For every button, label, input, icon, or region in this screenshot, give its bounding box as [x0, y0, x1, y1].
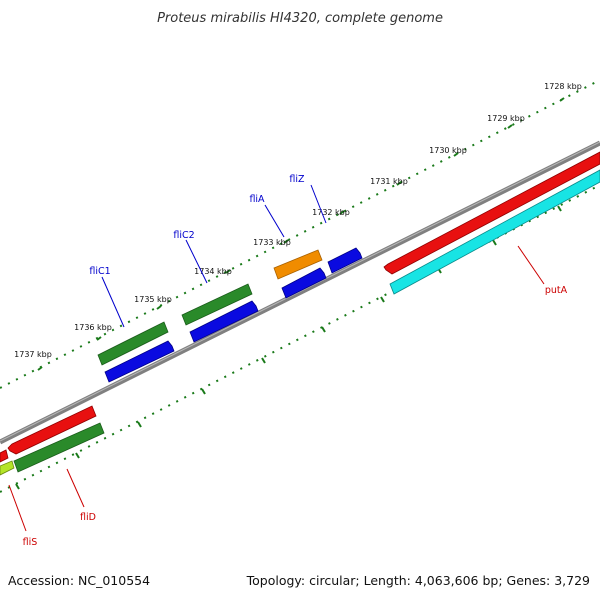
genome-backbone-highlight [0, 141, 600, 442]
outer-major-ticks [37, 97, 565, 371]
label-putA: putA [545, 285, 568, 296]
tick-label: 1734 kbp [194, 267, 232, 276]
label-fliS: fliS [23, 537, 38, 548]
tick-1737 [37, 366, 43, 371]
gene-fliA[interactable] [273, 249, 323, 280]
gene-blue-2[interactable] [189, 300, 259, 343]
gene-blue-4[interactable] [327, 247, 363, 274]
gene-blue-1[interactable] [104, 340, 175, 383]
gene-red-edge[interactable] [0, 449, 9, 463]
leader-line [101, 276, 125, 328]
gene-fliS[interactable] [0, 460, 15, 476]
accession-text: Accession: NC_010554 [8, 573, 150, 588]
inner-tick [492, 239, 497, 246]
tick-1734 [225, 269, 231, 274]
forward-gene-row-outer [97, 249, 323, 366]
tick-1728 [559, 97, 565, 102]
inner-major-ticks [15, 205, 562, 490]
gene-fliC1[interactable] [97, 321, 169, 366]
tick-label: 1737 kbp [14, 350, 52, 359]
leader-line [264, 204, 285, 238]
tick-label: 1735 kbp [134, 295, 172, 304]
tick-label: 1731 kbp [370, 177, 408, 186]
leader-line [66, 468, 85, 508]
leader-line [8, 484, 27, 532]
label-fliC2: fliC2 [173, 230, 194, 241]
tick-1735 [156, 305, 162, 310]
inner-tick-track [0, 184, 600, 493]
gene-fliC2[interactable] [181, 283, 253, 326]
inner-tick [380, 296, 385, 303]
genome-backbone [0, 140, 600, 445]
gene-cyan[interactable] [389, 169, 600, 295]
reverse-gene-row-outer [0, 151, 600, 463]
leader-line [517, 245, 545, 285]
inner-tick [137, 421, 142, 428]
label-fliZ: fliZ [289, 174, 305, 185]
outer-tick-track [0, 79, 600, 389]
label-fliC1: fliC1 [89, 266, 110, 277]
tick-1736 [96, 336, 102, 341]
genome-summary-text: Topology: circular; Length: 4,063,606 bp… [246, 573, 590, 588]
inner-tick [557, 205, 562, 212]
leader-line [310, 184, 327, 224]
tick-1733 [283, 239, 289, 244]
tick-1730 [453, 152, 459, 157]
tick-1731 [396, 181, 402, 186]
tick-label: 1729 kbp [487, 114, 525, 123]
gene-fliD[interactable] [13, 422, 105, 473]
map-title: Proteus mirabilis HI4320, complete genom… [157, 11, 443, 26]
tick-label: 1732 kbp [312, 208, 350, 217]
inner-tick [261, 357, 266, 364]
tick-label: 1728 kbp [544, 82, 582, 91]
reverse-gene-labels: putA fliD fliS [8, 245, 568, 548]
inner-tick [201, 388, 206, 395]
label-fliD: fliD [80, 512, 96, 523]
tick-label: 1736 kbp [74, 323, 112, 332]
label-fliA: fliA [249, 194, 265, 205]
gene-blue-3[interactable] [281, 267, 327, 299]
forward-gene-row-inner [104, 247, 363, 383]
tick-1729 [507, 124, 513, 129]
inner-tick [75, 452, 80, 459]
inner-tick [15, 483, 20, 490]
tick-labels: 1728 kbp 1729 kbp 1730 kbp 1731 kbp 1732… [14, 82, 582, 359]
inner-tick [321, 326, 326, 333]
tick-1732 [339, 210, 345, 215]
tick-label: 1733 kbp [253, 238, 291, 247]
gene-red-left[interactable] [7, 405, 97, 455]
gene-putA[interactable] [383, 151, 600, 275]
reverse-gene-row-inner [0, 169, 600, 476]
leader-line [185, 239, 208, 284]
tick-label: 1730 kbp [429, 146, 467, 155]
forward-gene-labels: fliZ fliA fliC2 fliC1 [89, 174, 327, 328]
